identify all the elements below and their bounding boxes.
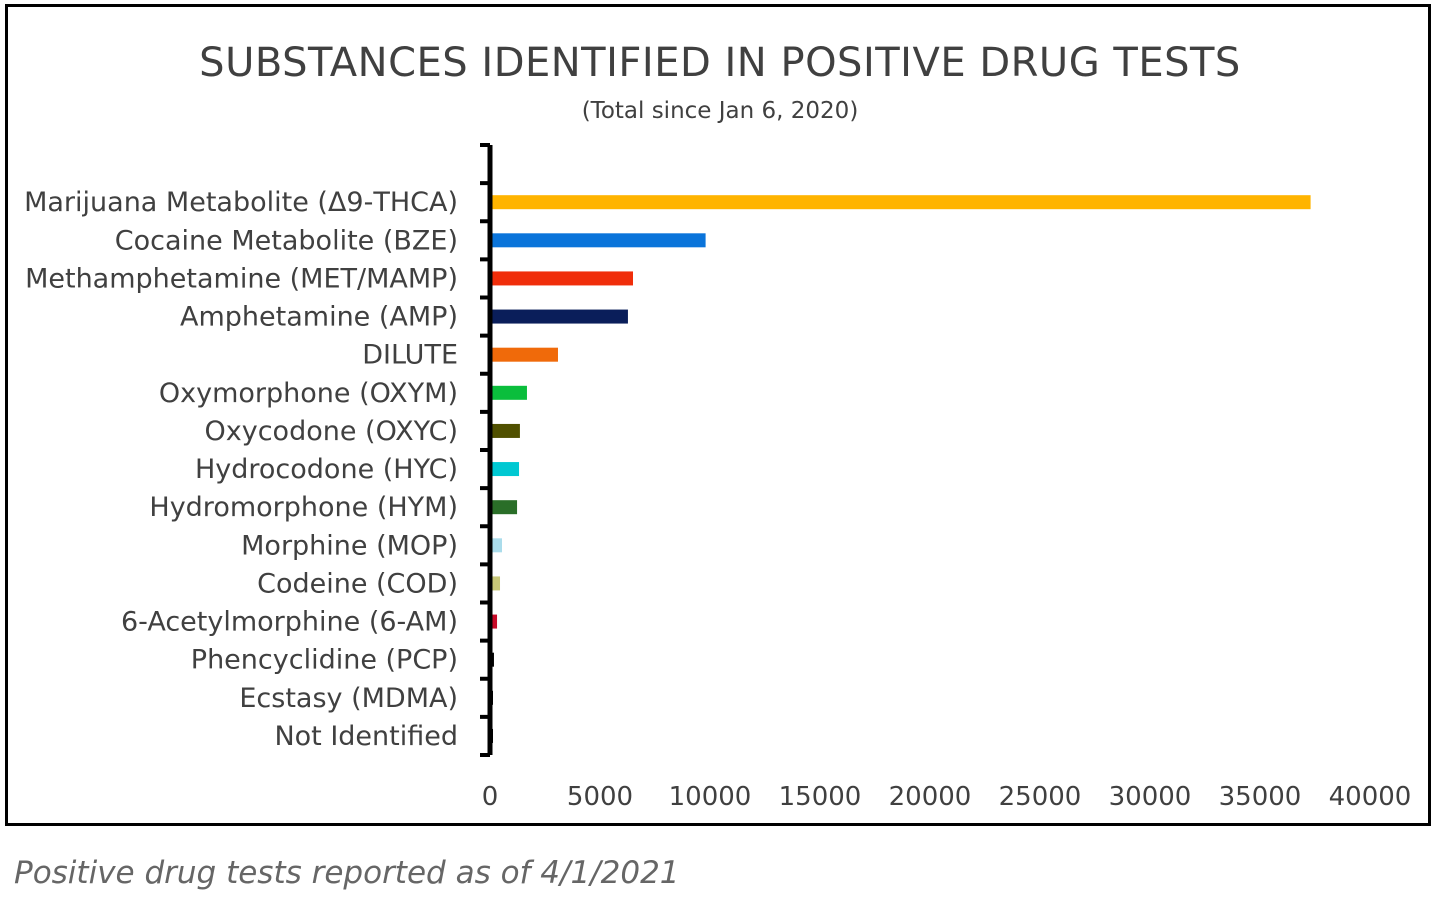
bar (492, 233, 706, 248)
bar (492, 347, 558, 362)
category-label: DILUTE (362, 340, 458, 371)
x-tick-label: 25000 (999, 782, 1082, 812)
category-label: Hydrocodone (HYC) (195, 454, 458, 485)
bar (492, 423, 520, 438)
category-label: Codeine (COD) (257, 568, 458, 599)
x-tick-label: 15000 (779, 782, 862, 812)
bar (492, 385, 527, 400)
x-tick-label: 0 (482, 782, 499, 812)
bar (492, 652, 494, 667)
category-label: Oxycodone (OXYC) (205, 416, 459, 447)
x-tick-label: 10000 (669, 782, 752, 812)
category-label: Amphetamine (AMP) (180, 302, 458, 333)
bar (492, 271, 633, 286)
category-label: Not Identified (274, 721, 458, 752)
category-label: Methamphetamine (MET/MAMP) (25, 263, 458, 294)
x-tick-label: 30000 (1109, 782, 1192, 812)
category-label: Morphine (MOP) (241, 530, 458, 561)
category-label: Cocaine Metabolite (BZE) (115, 225, 458, 256)
chart-caption: Positive drug tests reported as of 4/1/2… (14, 855, 680, 891)
chart-frame (5, 4, 1431, 826)
category-label: Hydromorphone (HYM) (149, 492, 458, 523)
bar (492, 195, 1311, 210)
x-tick-label: 20000 (889, 782, 972, 812)
chart-title: SUBSTANCES IDENTIFIED IN POSITIVE DRUG T… (199, 40, 1241, 86)
bar (492, 309, 628, 324)
category-label: 6-Acetylmorphine (6-AM) (121, 607, 458, 638)
bar (492, 500, 518, 515)
category-label: Phencyclidine (PCP) (191, 645, 458, 676)
category-label: Ecstasy (MDMA) (239, 683, 458, 714)
x-tick-label: 40000 (1329, 782, 1412, 812)
x-tick-label: 5000 (567, 782, 633, 812)
category-label: Oxymorphone (OXYM) (159, 378, 458, 409)
x-tick-label: 35000 (1219, 782, 1302, 812)
chart-subtitle: (Total since Jan 6, 2020) (581, 98, 859, 124)
bar (492, 576, 501, 591)
category-label: Marijuana Metabolite (Δ9-THCA) (24, 187, 458, 218)
bar (492, 614, 498, 629)
bar (492, 462, 520, 477)
bar (492, 538, 502, 553)
